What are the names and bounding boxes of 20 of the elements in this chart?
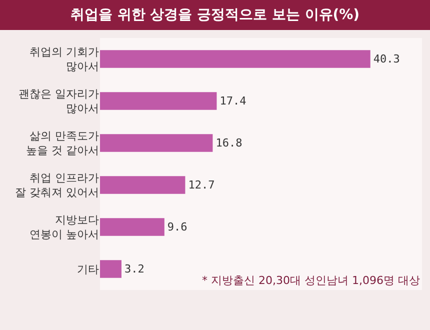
- y-tick-label: 취업의 기회가 많아서: [30, 46, 99, 73]
- data-label: 17.4: [220, 94, 247, 108]
- bar: [100, 50, 370, 68]
- data-label: 40.3: [373, 52, 400, 66]
- y-tick-label: 지방보다 연봉이 높아서: [30, 214, 99, 241]
- data-label: 9.6: [167, 220, 188, 234]
- bar: [100, 176, 186, 194]
- bar: [100, 218, 164, 236]
- bar: [100, 92, 217, 110]
- y-tick-label: 기타: [77, 262, 99, 276]
- data-label: 3.2: [124, 262, 144, 276]
- y-tick-label: 괜찮은 일자리가 많아서: [18, 88, 99, 115]
- data-label: 12.7: [188, 178, 215, 192]
- y-tick-label: 삶의 만족도가 높을 것 같아서: [26, 130, 99, 157]
- annotation: * 지방출신 20,30대 성인남녀 1,096명 대상: [202, 274, 420, 287]
- y-tick-label: 취업 인프라가 잘 갖춰져 있어서: [15, 172, 99, 199]
- chart-title: 취업을 위한 상경을 긍정적으로 보는 이유(%): [0, 0, 430, 30]
- bar: [100, 260, 122, 278]
- data-label: 16.8: [216, 136, 242, 150]
- bar: [100, 134, 213, 152]
